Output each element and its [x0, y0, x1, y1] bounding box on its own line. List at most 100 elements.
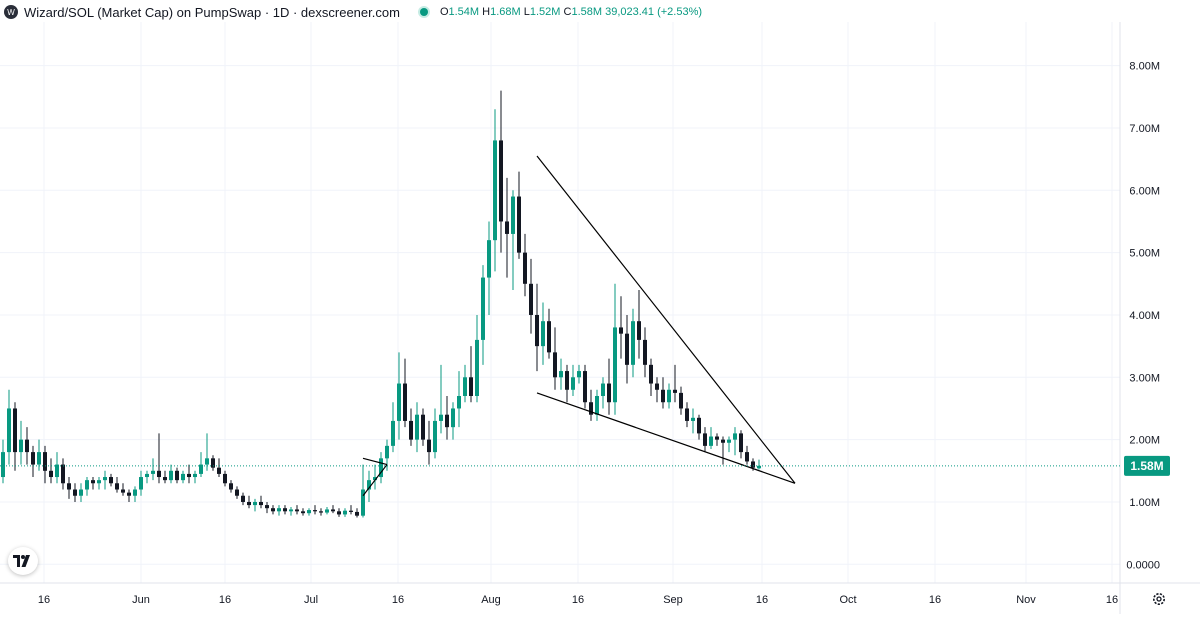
candle [511, 190, 515, 291]
price-axis[interactable]: 8.00M 7.00M 6.00M 5.00M 4.00M 3.00M 2.00M 1.00M… [1126, 61, 1160, 572]
candle [205, 433, 209, 471]
candle-body [445, 414, 449, 428]
y-tick-label: 0.0000 [1126, 559, 1160, 571]
trendline[interactable] [362, 464, 388, 497]
candle-body [133, 489, 137, 496]
x-tick-label: Aug [481, 594, 501, 606]
status-dot-icon [419, 8, 428, 16]
y-tick-label: 4.00M [1129, 310, 1160, 322]
candle-body [433, 420, 437, 453]
candle-body [73, 489, 77, 496]
candle-body [337, 511, 341, 515]
candle-body [643, 339, 647, 365]
candle-body [727, 439, 731, 443]
candle [361, 464, 365, 518]
candle-body [151, 470, 155, 474]
candle [559, 358, 563, 390]
candle-body [145, 473, 149, 478]
candle [487, 221, 491, 315]
candle [367, 470, 371, 502]
candle [571, 364, 575, 396]
candle [541, 302, 545, 365]
candle-body [691, 417, 695, 421]
candle-body [637, 321, 641, 340]
symbol-title[interactable]: Wizard/SOL (Market Cap) on PumpSwap · 1D… [24, 4, 400, 20]
candle-body [97, 480, 101, 484]
candle [517, 171, 521, 259]
trendlines[interactable] [362, 155, 796, 497]
candle-body [259, 501, 263, 506]
trendline[interactable] [536, 392, 796, 484]
candle [103, 470, 107, 490]
candle-body [553, 352, 557, 378]
candle [667, 383, 671, 409]
candle-body [397, 383, 401, 421]
gear-icon[interactable] [1151, 591, 1167, 607]
candle [565, 364, 569, 403]
candle-body [367, 480, 371, 490]
x-tick-label: Oct [839, 594, 856, 606]
candle [301, 508, 305, 516]
high-value: 1.68M [490, 6, 521, 18]
candle-body [115, 483, 119, 490]
candle [631, 308, 635, 378]
wizard-logo-icon[interactable]: W [4, 5, 18, 19]
candle-body [379, 458, 383, 478]
candle [493, 109, 497, 272]
candle [289, 506, 293, 516]
candle-body [175, 470, 179, 481]
candle [115, 477, 119, 493]
candle [745, 445, 749, 465]
candle [655, 377, 659, 403]
candle-body [67, 483, 71, 490]
candle [295, 505, 299, 515]
candle [313, 505, 317, 515]
open-label: O [439, 6, 449, 18]
candle-body [505, 221, 509, 234]
candle-body [613, 327, 617, 403]
candle [673, 364, 677, 403]
ohlc-values: O1.54M H1.68M L1.52M C1.58M 39,023.41 (+… [440, 6, 702, 18]
candle-body [241, 495, 245, 502]
candle [439, 364, 443, 434]
candle-body [181, 473, 185, 481]
time-axis[interactable]: 16 Jun 16 Jul 16 Aug 16 Sep 16 Oct 16 Nov 16 [38, 594, 1118, 606]
candle-body [205, 458, 209, 465]
candle-body [427, 439, 431, 453]
y-tick-label: 7.00M [1129, 123, 1160, 135]
candle [619, 296, 623, 359]
candle [319, 508, 323, 516]
y-tick-label: 5.00M [1129, 248, 1160, 260]
candle-body [103, 477, 107, 481]
candle [721, 436, 725, 465]
candle [85, 477, 89, 496]
candle-body [679, 392, 683, 409]
candle [685, 402, 689, 428]
trendline[interactable] [536, 155, 796, 484]
trendline[interactable] [362, 457, 388, 466]
candle-body [193, 473, 197, 478]
candle [421, 408, 425, 446]
candle-body [25, 439, 29, 453]
candle-body [469, 377, 473, 396]
candle-body [547, 321, 551, 353]
candle-body [697, 417, 701, 434]
candle [661, 377, 665, 409]
candles [1, 90, 761, 518]
x-tick-label: Jun [132, 594, 150, 606]
candle-body [223, 473, 227, 484]
gear-glyph [1153, 593, 1165, 605]
x-tick-label: 16 [38, 594, 50, 606]
candle-body [295, 509, 299, 512]
candle-body [733, 433, 737, 440]
candle-body [403, 383, 407, 421]
candle [727, 436, 731, 453]
candle [121, 483, 125, 496]
tradingview-logo-icon[interactable] [8, 547, 38, 575]
candle [649, 358, 653, 396]
candle [187, 464, 191, 484]
candle-body [475, 339, 479, 396]
candle [505, 177, 509, 278]
